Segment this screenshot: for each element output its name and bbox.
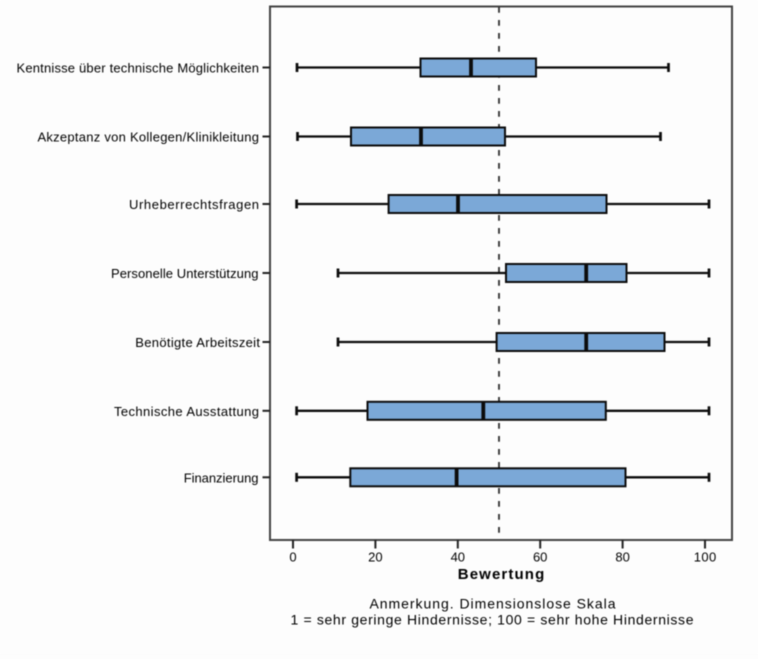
svg-text:Finanzierung: Finanzierung [184,470,259,485]
svg-text:100: 100 [694,550,716,565]
svg-text:60: 60 [533,550,547,565]
svg-text:80: 80 [615,550,629,565]
svg-text:Kentnisse über technische Mögl: Kentnisse über technische Möglichkeiten [17,61,260,76]
svg-text:Personelle Unterstützung: Personelle Unterstützung [111,266,259,281]
svg-text:Akzeptanz von Kollegen/Klinikl: Akzeptanz von Kollegen/Klinikleitung [38,130,260,145]
svg-text:20: 20 [368,550,382,565]
svg-text:Bewertung: Bewertung [458,566,545,583]
svg-text:Benötigte Arbeitszeit: Benötigte Arbeitszeit [135,335,260,350]
svg-text:1 = sehr geringe Hindernisse;: 1 = sehr geringe Hindernisse; 100 = sehr… [291,612,694,628]
svg-text:Urheberrechtsfragen: Urheberrechtsfragen [129,197,259,212]
svg-text:Technische Ausstattung: Technische Ausstattung [114,404,259,419]
svg-text:Anmerkung. Dimensionslose Skal: Anmerkung. Dimensionslose Skala [370,596,616,612]
svg-text:40: 40 [451,550,465,565]
svg-text:0: 0 [289,550,296,565]
